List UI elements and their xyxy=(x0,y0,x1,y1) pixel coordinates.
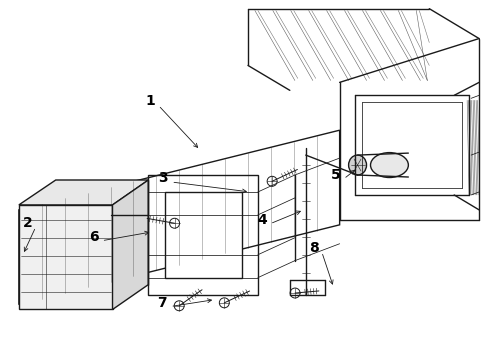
Ellipse shape xyxy=(370,153,408,177)
Text: 4: 4 xyxy=(257,213,267,227)
Text: 2: 2 xyxy=(23,216,33,230)
Polygon shape xyxy=(113,180,148,310)
Ellipse shape xyxy=(348,155,367,175)
Text: 7: 7 xyxy=(157,296,167,310)
Text: 8: 8 xyxy=(309,241,318,255)
Polygon shape xyxy=(19,205,113,310)
Text: 1: 1 xyxy=(146,94,155,108)
Polygon shape xyxy=(165,192,242,278)
Polygon shape xyxy=(19,180,148,205)
Text: 3: 3 xyxy=(158,171,168,185)
Text: 6: 6 xyxy=(89,230,98,244)
Text: 5: 5 xyxy=(331,168,341,182)
